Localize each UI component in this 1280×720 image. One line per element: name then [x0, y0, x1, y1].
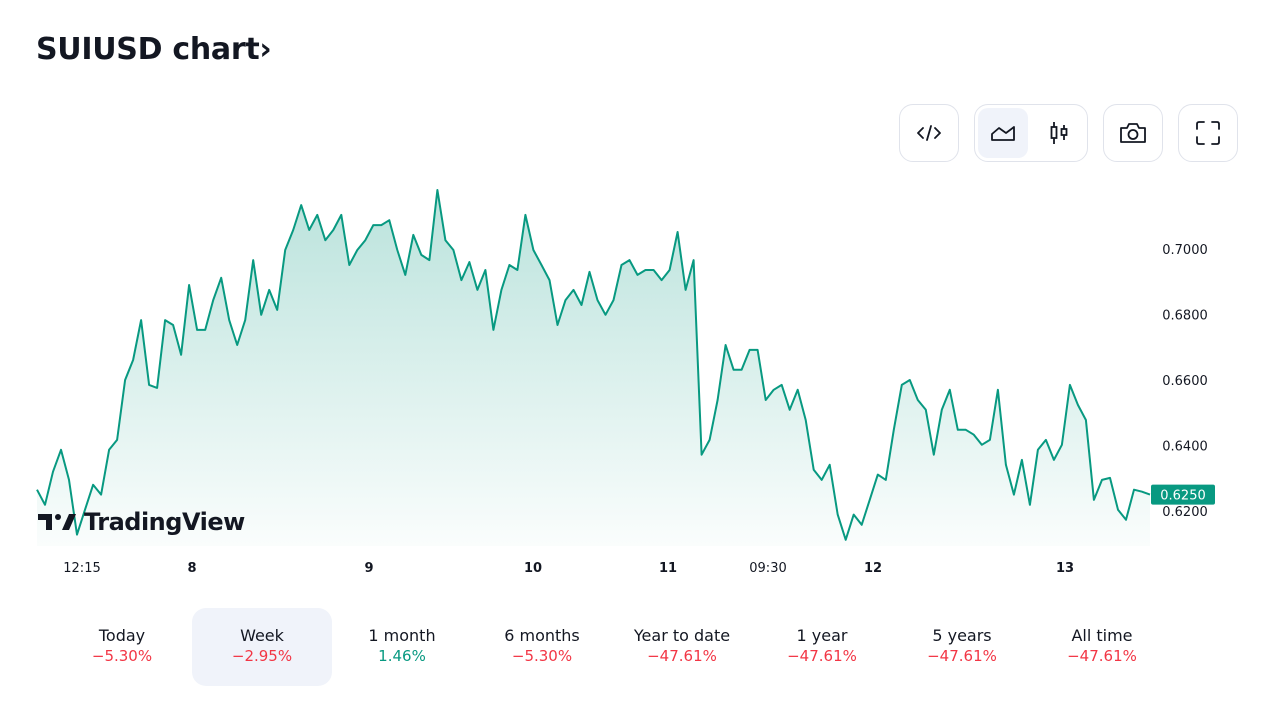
y-tick-label: 0.6200: [1162, 505, 1208, 520]
period-change: −5.30%: [511, 647, 573, 665]
period-change: −47.61%: [647, 647, 717, 665]
price-line: [36, 189, 1151, 541]
period-tab-all-time[interactable]: All time −47.61%: [1032, 608, 1172, 686]
y-tick-label: 0.6600: [1162, 374, 1208, 389]
period-change: −2.95%: [231, 647, 293, 665]
fullscreen-group: [1178, 104, 1238, 162]
y-tick-label: 0.6400: [1162, 440, 1208, 455]
y-tick-label: 0.6800: [1162, 309, 1208, 324]
price-chart[interactable]: 0.7000 0.6800 0.6600 0.6400 0.6200 0.6250 12…: [0, 170, 1280, 590]
tradingview-logo[interactable]: TradingView: [38, 508, 245, 536]
period-change: −5.30%: [91, 647, 153, 665]
chart-title: SUIUSD chart: [36, 32, 260, 67]
period-change: −47.61%: [927, 647, 997, 665]
snapshot-button[interactable]: [1108, 108, 1158, 158]
x-tick-label: 11: [659, 561, 677, 576]
x-tick-label: 09:30: [749, 561, 786, 576]
period-label: Year to date: [633, 626, 731, 645]
code-icon: [917, 125, 941, 141]
logo-text: TradingView: [84, 508, 245, 536]
snapshot-group: [1103, 104, 1163, 162]
period-tab-week[interactable]: Week −2.95%: [192, 608, 332, 686]
period-tab-year-to-date[interactable]: Year to date −47.61%: [612, 608, 752, 686]
period-label: All time: [1071, 626, 1133, 645]
period-selector: Today −5.30% Week −2.95% 1 month 1.46% 6 month…: [52, 608, 1172, 686]
area-style-button[interactable]: [978, 108, 1028, 158]
x-tick-label: 8: [187, 561, 196, 576]
price-area-fill: [37, 190, 1150, 546]
embed-button[interactable]: [904, 108, 954, 158]
chart-style-group: [974, 104, 1088, 162]
period-change: 1.46%: [378, 647, 426, 665]
period-label: 5 years: [932, 626, 992, 645]
period-label: 1 year: [796, 626, 848, 645]
period-tab-6-months[interactable]: 6 months −5.30%: [472, 608, 612, 686]
period-tab-5-years[interactable]: 5 years −47.61%: [892, 608, 1032, 686]
fullscreen-icon: [1196, 121, 1220, 145]
svg-text:0.6250: 0.6250: [1160, 489, 1206, 504]
last-price-label: 0.6250: [1151, 484, 1215, 505]
tradingview-logo-icon: [38, 514, 76, 530]
period-change: −47.61%: [787, 647, 857, 665]
embed-group: [899, 104, 959, 162]
x-tick-label: 10: [524, 561, 542, 576]
period-tab-today[interactable]: Today −5.30%: [52, 608, 192, 686]
area-chart-icon: [991, 126, 1015, 141]
candle-style-button[interactable]: [1034, 108, 1084, 158]
candlestick-icon: [1050, 122, 1068, 144]
x-tick-label: 12:15: [63, 561, 100, 576]
camera-icon: [1120, 123, 1146, 143]
chevron-right-icon: ›: [259, 32, 272, 67]
period-label: Week: [240, 626, 284, 645]
y-tick-label: 0.7000: [1162, 243, 1208, 258]
x-tick-label: 9: [364, 561, 373, 576]
fullscreen-button[interactable]: [1183, 108, 1233, 158]
period-label: 6 months: [504, 626, 580, 645]
x-tick-label: 13: [1056, 561, 1074, 576]
period-tab-1-month[interactable]: 1 month 1.46%: [332, 608, 472, 686]
period-label: Today: [98, 626, 146, 645]
period-change: −47.61%: [1067, 647, 1137, 665]
period-tab-1-year[interactable]: 1 year −47.61%: [752, 608, 892, 686]
chart-title-link[interactable]: SUIUSD chart›: [36, 32, 272, 67]
period-label: 1 month: [368, 626, 436, 645]
x-tick-label: 12: [864, 561, 882, 576]
